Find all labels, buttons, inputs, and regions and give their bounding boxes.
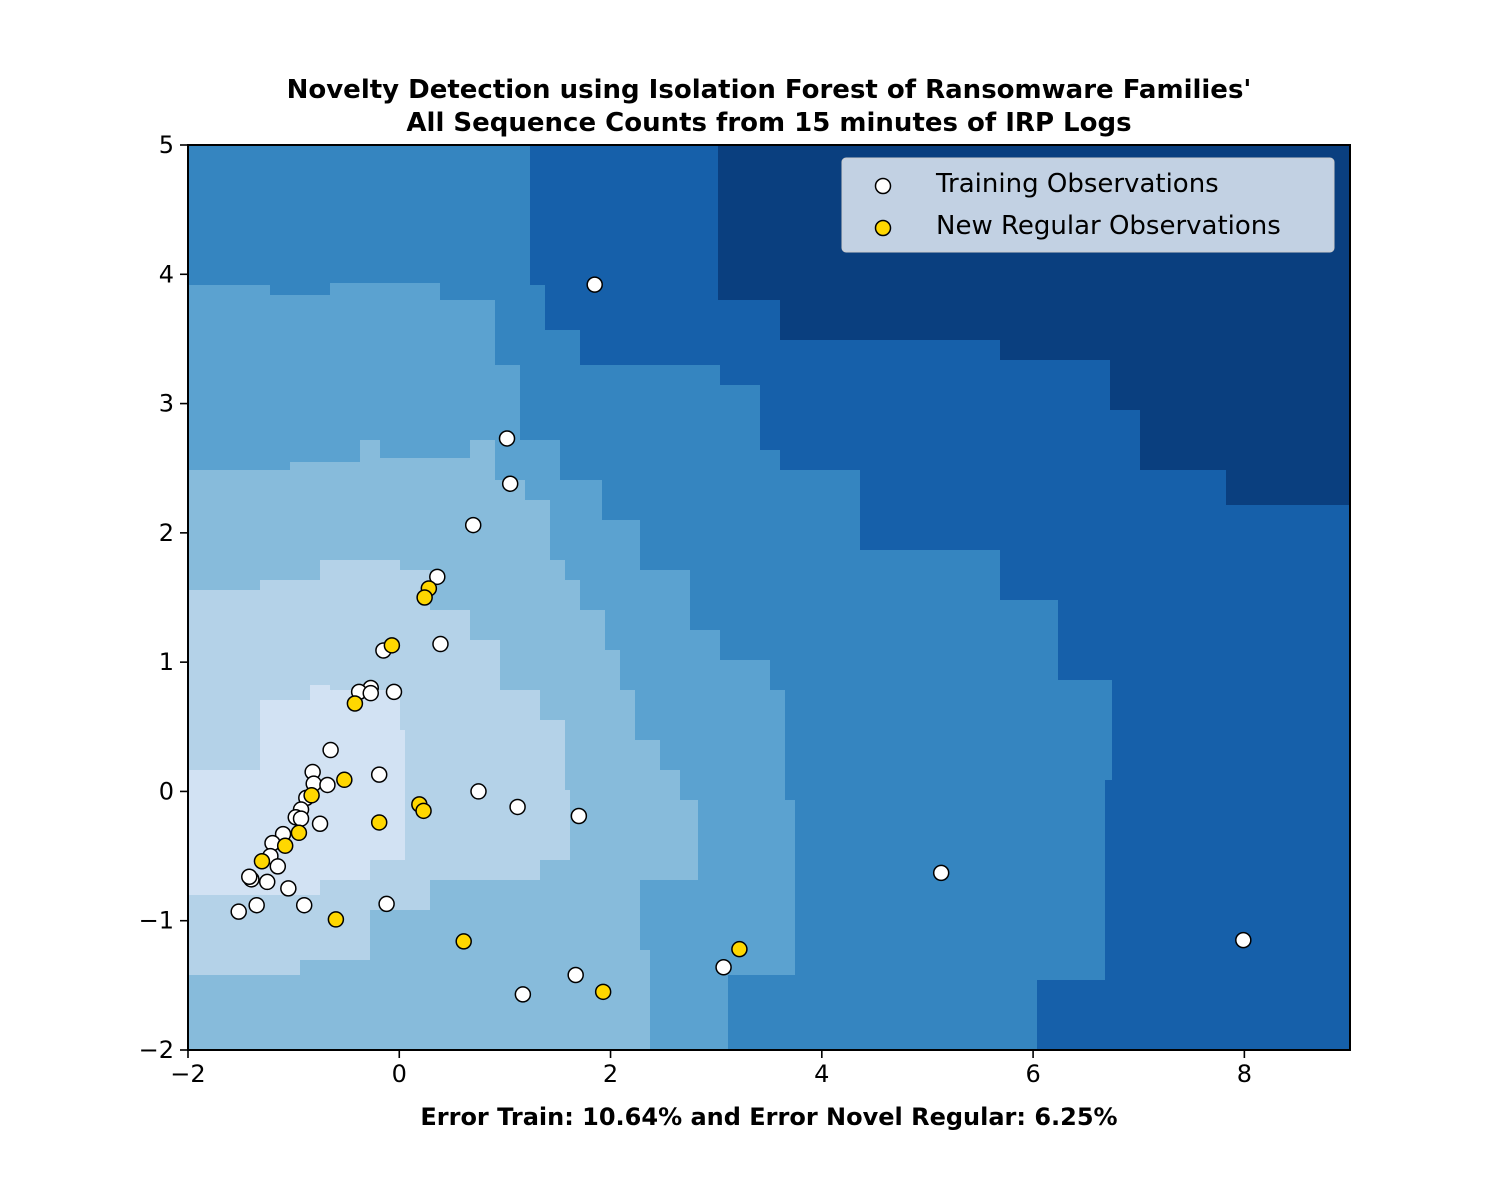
- x-tick-label: 6: [1025, 1060, 1040, 1088]
- new-regular-point-10: [276, 837, 294, 854]
- training-point-4: [429, 568, 446, 586]
- training-point-36: [932, 864, 950, 882]
- new-regular-point-1: [416, 589, 433, 606]
- y-tick-label: 3: [159, 390, 174, 418]
- training-point-35: [378, 895, 395, 913]
- training-point-33: [230, 903, 247, 920]
- scatter-points: [230, 276, 1252, 1003]
- new-regular-point-11: [253, 852, 271, 870]
- y-axis: −2 −1 0 1 2 3 4 5: [139, 131, 188, 1064]
- training-point-37: [1235, 931, 1252, 949]
- y-tick-label: −1: [139, 907, 174, 935]
- new-regular-point-13: [455, 933, 472, 950]
- training-point-10: [385, 683, 403, 701]
- legend-label-training: Training Observations: [935, 169, 1219, 199]
- x-tick-label: 8: [1237, 1060, 1252, 1088]
- legend-marker-new-regular: [874, 219, 892, 237]
- y-tick-label: 2: [159, 519, 174, 547]
- training-point-1: [498, 430, 516, 447]
- decision-function-contour: [188, 145, 1350, 1050]
- y-tick-label: 4: [159, 260, 174, 288]
- contour-level-0: [188, 685, 405, 895]
- training-point-39: [567, 966, 584, 984]
- training-point-5: [432, 635, 449, 653]
- training-point-23: [311, 815, 329, 832]
- training-point-16: [470, 783, 487, 800]
- training-point-32: [248, 896, 265, 914]
- training-point-34: [295, 896, 313, 914]
- plot-frame: [187, 144, 1351, 1051]
- x-tick-label: −2: [170, 1060, 205, 1088]
- training-point-38: [715, 959, 732, 976]
- x-axis-label: Error Train: 10.64% and Error Novel Regu…: [420, 1103, 1117, 1131]
- training-point-3: [464, 516, 482, 534]
- legend-box: [841, 157, 1335, 253]
- legend: Training Observations New Regular Observ…: [841, 157, 1335, 253]
- training-point-31: [280, 880, 297, 897]
- training-point-18: [570, 807, 588, 825]
- training-point-22: [292, 810, 310, 827]
- new-regular-point-3: [346, 695, 364, 712]
- training-point-40: [514, 986, 532, 1003]
- new-regular-point-4: [336, 771, 353, 789]
- new-regular-point-15: [594, 983, 612, 1001]
- training-point-17: [509, 798, 526, 816]
- y-tick-label: −2: [139, 1036, 174, 1064]
- training-point-30: [241, 868, 258, 886]
- chart-title-line-1: Novelty Detection using Isolation Forest…: [287, 75, 1252, 105]
- training-point-15: [370, 766, 388, 783]
- x-tick-label: 4: [814, 1060, 829, 1088]
- x-tick-label: 2: [603, 1060, 618, 1088]
- y-tick-label: 1: [159, 648, 174, 676]
- legend-label-new-regular: New Regular Observations: [936, 211, 1281, 241]
- chart-title-line-2: All Sequence Counts from 15 minutes of I…: [406, 108, 1131, 138]
- new-regular-point-12: [327, 911, 345, 928]
- training-point-14: [319, 776, 336, 794]
- training-point-0: [586, 276, 603, 293]
- new-regular-point-5: [303, 787, 320, 804]
- y-tick-label: 5: [159, 131, 174, 159]
- training-point-9: [362, 684, 380, 702]
- x-tick-label: 0: [392, 1060, 407, 1088]
- new-regular-point-8: [370, 814, 388, 831]
- training-point-27: [269, 858, 287, 875]
- new-regular-point-14: [731, 940, 748, 958]
- new-regular-point-7: [415, 802, 432, 820]
- training-point-28: [258, 873, 276, 891]
- new-regular-point-9: [290, 824, 308, 842]
- x-axis: −2 0 2 4 6 8: [170, 1050, 1252, 1088]
- legend-marker-training: [874, 177, 892, 195]
- training-point-11: [322, 741, 339, 759]
- new-regular-point-2: [383, 637, 401, 654]
- y-tick-label: 0: [159, 777, 174, 805]
- training-point-2: [501, 475, 519, 492]
